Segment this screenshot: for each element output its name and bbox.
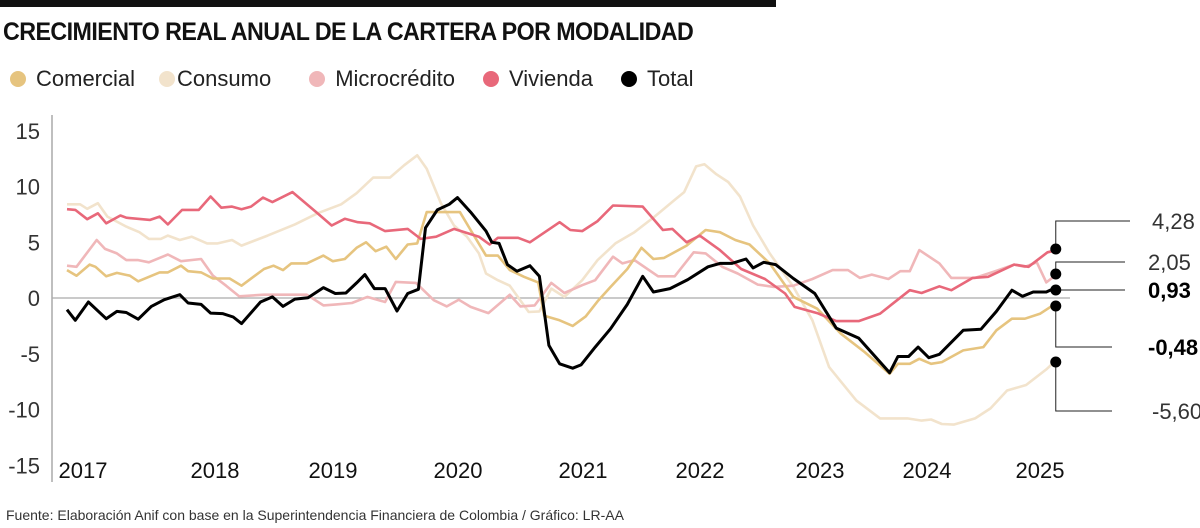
y-tick-label: 5 bbox=[28, 230, 40, 255]
callout-line bbox=[1055, 306, 1112, 348]
legend-item-microcredito: Microcrédito bbox=[309, 66, 455, 92]
x-tick-label: 2020 bbox=[434, 458, 483, 483]
source-footer: Fuente: Elaboración Anif con base en la … bbox=[6, 507, 624, 523]
legend-dot-icon bbox=[10, 71, 26, 87]
legend-dot-icon bbox=[483, 71, 499, 87]
end-point-dot bbox=[1050, 243, 1062, 255]
x-tick-label: 2024 bbox=[903, 458, 952, 483]
legend-item-consumo: Consumo bbox=[159, 66, 271, 92]
legend-item-vivienda: Vivienda bbox=[483, 66, 593, 92]
end-value-label: 2,05 bbox=[1148, 250, 1191, 275]
chart-title: CRECIMIENTO REAL ANUAL DE LA CARTERA POR… bbox=[3, 18, 694, 46]
legend-label: Comercial bbox=[36, 66, 136, 91]
series-line-total bbox=[65, 196, 1057, 375]
y-tick-label: -10 bbox=[8, 398, 40, 423]
legend-item-comercial: Comercial bbox=[10, 66, 135, 92]
legend-label: Vivienda bbox=[509, 66, 593, 91]
y-tick-label: 0 bbox=[28, 286, 40, 311]
legend-dot-icon bbox=[621, 71, 637, 87]
x-tick-label: 2025 bbox=[1016, 458, 1065, 483]
legend-dot-icon bbox=[159, 71, 176, 87]
legend-label: Total bbox=[647, 66, 694, 91]
end-value-label: 4,28 bbox=[1152, 209, 1195, 234]
legend: Comercial Consumo Microcrédito Vivienda … bbox=[10, 66, 721, 92]
top-rule bbox=[0, 0, 776, 7]
x-tick-label: 2017 bbox=[59, 458, 108, 483]
end-point-dot bbox=[1050, 284, 1062, 296]
x-tick-label: 2023 bbox=[796, 458, 845, 483]
end-value-label: 0,93 bbox=[1148, 278, 1191, 303]
y-tick-label: -5 bbox=[20, 342, 40, 367]
legend-label: Microcrédito bbox=[335, 66, 455, 91]
callout-line bbox=[1055, 261, 1125, 274]
series-line-microcrédito bbox=[66, 238, 1057, 315]
x-tick-label: 2022 bbox=[676, 458, 725, 483]
y-tick-label: 10 bbox=[16, 175, 40, 200]
end-value-label: -5,60 bbox=[1152, 399, 1200, 424]
end-point-dot bbox=[1050, 356, 1062, 368]
x-tick-label: 2021 bbox=[559, 458, 608, 483]
legend-item-total: Total bbox=[621, 66, 693, 92]
callout-line bbox=[1055, 220, 1130, 249]
end-value-label: -0,48 bbox=[1148, 335, 1198, 360]
end-point-dot bbox=[1050, 300, 1062, 312]
y-tick-label: -15 bbox=[8, 453, 40, 478]
end-point-dot bbox=[1050, 268, 1062, 280]
callout-line bbox=[1055, 362, 1112, 412]
series-line-consumo bbox=[67, 154, 1057, 426]
x-tick-label: 2019 bbox=[309, 458, 358, 483]
series-line-vivienda bbox=[66, 190, 1057, 323]
legend-label: Consumo bbox=[177, 66, 272, 91]
x-tick-label: 2018 bbox=[191, 458, 240, 483]
y-tick-label: 15 bbox=[16, 119, 40, 144]
legend-dot-icon bbox=[309, 71, 326, 87]
